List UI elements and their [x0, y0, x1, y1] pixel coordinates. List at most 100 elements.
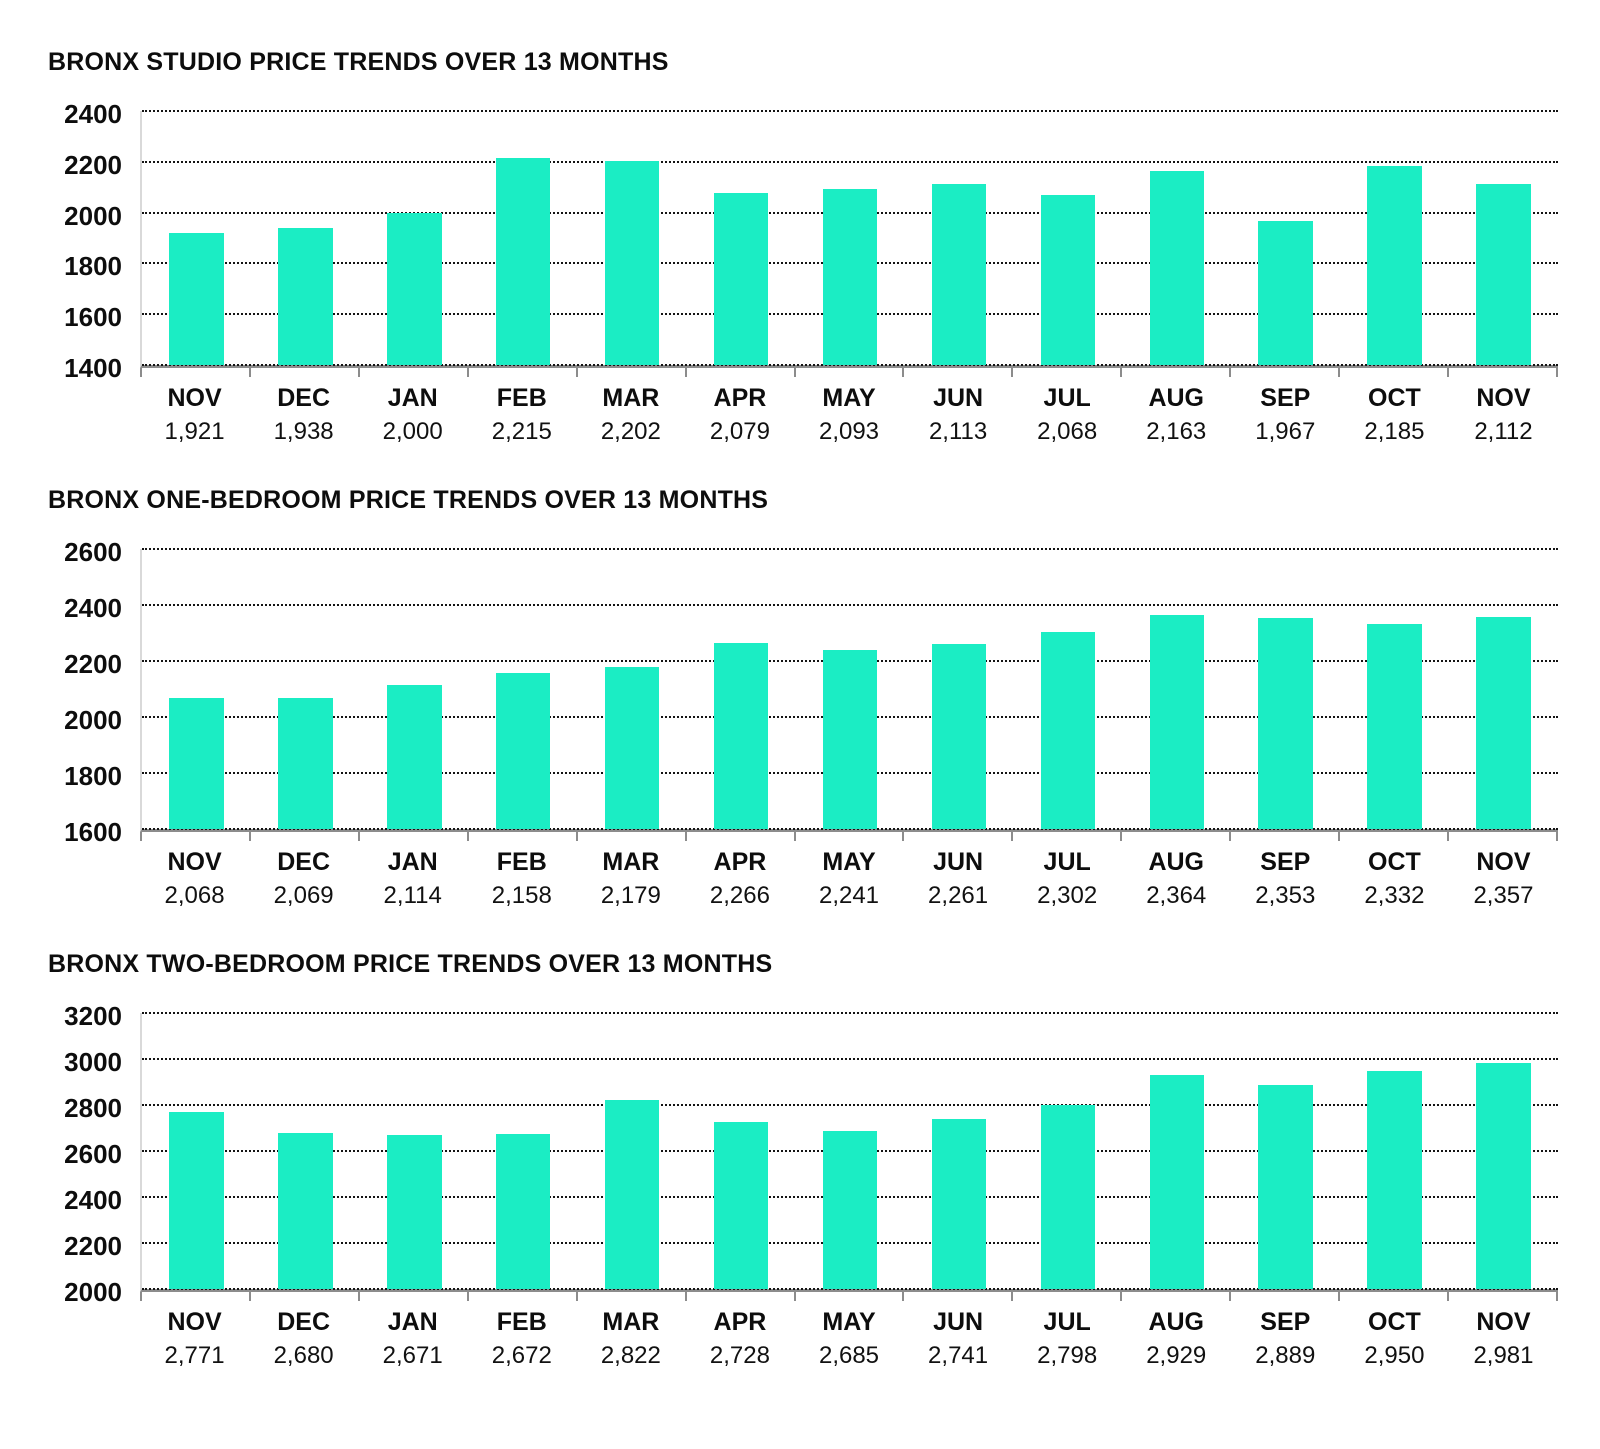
y-tick-label: 2000 — [64, 1277, 122, 1307]
x-tick-value: 2,163 — [1146, 418, 1207, 445]
x-axis-tick — [902, 1292, 1011, 1301]
bar-jul — [1040, 195, 1096, 365]
y-tick-label: 2000 — [64, 200, 122, 231]
x-tick-month: NOV — [167, 1308, 222, 1336]
bars-series — [142, 549, 1558, 829]
x-label-oct: OCT 2,950 — [1340, 1308, 1449, 1370]
bar-slot-feb — [469, 111, 578, 365]
x-label-jan: JAN 2,114 — [358, 848, 467, 910]
x-tick-month: SEP — [1260, 848, 1311, 876]
x-tick-month: JUL — [1043, 384, 1091, 412]
bar-slot-apr — [687, 111, 796, 365]
bar-feb — [496, 672, 551, 829]
gridline — [142, 160, 1558, 163]
bar-nov — [1476, 184, 1531, 365]
x-tick-month: JUL — [1043, 1308, 1091, 1336]
x-tick-value: 2,798 — [1037, 1342, 1098, 1369]
x-tick-month: OCT — [1368, 848, 1421, 876]
gridline — [142, 1012, 1558, 1014]
x-label-sep: SEP 1,967 — [1231, 384, 1340, 446]
plot-area — [140, 1012, 1558, 1301]
x-tick-month: DEC — [277, 1308, 331, 1336]
x-tick-month: DEC — [277, 848, 331, 876]
x-axis-tick — [466, 368, 576, 377]
bar-feb — [496, 158, 551, 365]
x-tick-value: 2,728 — [709, 1342, 770, 1369]
x-axis-ticks — [140, 832, 1558, 841]
x-label-dec: DEC 2,069 — [249, 848, 358, 910]
x-axis-ticks — [140, 1292, 1558, 1301]
bar-aug — [1149, 1075, 1204, 1289]
x-tick-value: 2,185 — [1364, 418, 1425, 445]
x-tick-value: 2,261 — [928, 882, 989, 909]
bar-slot-nov — [142, 1013, 251, 1289]
bar-nov — [169, 1111, 224, 1289]
x-tick-value: 2,302 — [1037, 882, 1098, 909]
y-axis-labels: 2400 2200 2000 1800 1600 1400 — [0, 101, 140, 381]
x-tick-month: JUN — [933, 848, 984, 876]
x-axis-tick — [902, 368, 1011, 377]
x-tick-month: SEP — [1260, 384, 1311, 412]
bar-jan — [387, 1134, 442, 1289]
bar-slot-apr — [687, 549, 796, 829]
x-axis-labels: NOV 2,771 DEC 2,680 JAN 2,671 FEB 2,672 MAR 2,822… — [140, 1308, 1558, 1370]
x-tick-value: 1,967 — [1255, 418, 1316, 445]
x-label-mar: MAR 2,179 — [576, 848, 685, 910]
y-tick-label: 2800 — [64, 1093, 122, 1123]
x-axis-tick — [1447, 1292, 1556, 1301]
x-label-nov: NOV 2,771 — [140, 1308, 249, 1370]
x-tick-month: AUG — [1148, 1308, 1205, 1336]
bar-aug — [1149, 615, 1204, 829]
x-tick-month: JUN — [933, 1308, 984, 1336]
x-tick-value: 2,771 — [164, 1342, 225, 1369]
bar-slot-feb — [469, 549, 578, 829]
x-axis-tick — [357, 1292, 467, 1301]
x-label-dec: DEC 2,680 — [249, 1308, 358, 1370]
bar-oct — [1367, 165, 1422, 365]
x-tick-value: 1,921 — [164, 418, 225, 445]
x-label-nov: NOV 2,357 — [1449, 848, 1558, 910]
x-label-aug: AUG 2,364 — [1122, 848, 1231, 910]
y-tick-label: 2200 — [64, 1231, 122, 1261]
x-tick-value: 2,671 — [382, 1342, 443, 1369]
x-tick-month: NOV — [1476, 1308, 1531, 1336]
x-label-nov: NOV 2,981 — [1449, 1308, 1558, 1370]
x-tick-value: 2,112 — [1474, 418, 1533, 445]
x-axis-tick — [1011, 1292, 1120, 1301]
x-label-may: MAY 2,093 — [794, 384, 903, 446]
x-axis-tick — [357, 832, 467, 841]
x-axis-tick — [1120, 832, 1229, 841]
bar-slot-aug — [1122, 1013, 1231, 1289]
x-tick-month: APR — [713, 384, 767, 412]
x-tick-month: DEC — [277, 384, 331, 412]
x-tick-month: MAR — [602, 384, 660, 412]
bar-slot-jun — [904, 549, 1013, 829]
bar-may — [822, 188, 878, 365]
bar-slot-may — [796, 111, 905, 365]
x-label-may: MAY 2,241 — [794, 848, 903, 910]
x-tick-value: 2,981 — [1473, 1342, 1534, 1369]
x-label-apr: APR 2,728 — [685, 1308, 794, 1370]
x-tick-month: APR — [713, 848, 767, 876]
x-tick-value: 2,068 — [164, 882, 225, 909]
y-tick-label: 1800 — [64, 251, 122, 282]
x-tick-value: 2,179 — [600, 882, 661, 909]
x-label-jul: JUL 2,302 — [1013, 848, 1122, 910]
x-axis-tick — [902, 832, 1011, 841]
x-axis-tick — [1338, 368, 1447, 377]
x-axis-tick — [1447, 368, 1556, 377]
y-tick-label: 2400 — [64, 99, 122, 129]
x-axis-ticks — [140, 368, 1558, 377]
x-axis-tick — [684, 1292, 794, 1301]
bar-apr — [713, 1121, 769, 1289]
x-tick-value: 2,353 — [1255, 882, 1316, 909]
x-tick-value: 2,266 — [709, 882, 770, 909]
x-label-sep: SEP 2,889 — [1231, 1308, 1340, 1370]
x-axis-tick — [140, 1292, 249, 1301]
bar-nov — [1476, 617, 1531, 829]
bar-slot-may — [796, 1013, 905, 1289]
gridline — [142, 1058, 1558, 1060]
chart-title: BRONX ONE-BEDROOM PRICE TRENDS OVER 13 M… — [48, 486, 769, 514]
bar-slot-sep — [1231, 549, 1340, 829]
x-axis-tick — [793, 1292, 903, 1301]
